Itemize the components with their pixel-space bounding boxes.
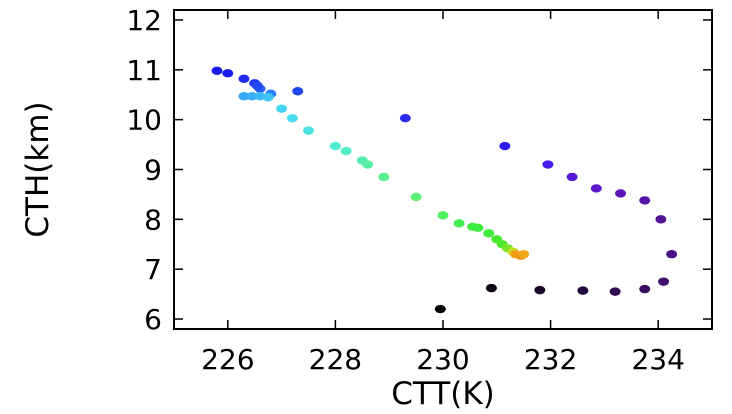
data-point [286, 113, 298, 123]
data-point [534, 285, 546, 295]
data-point [453, 219, 465, 228]
data-point [566, 172, 578, 182]
data-point [276, 104, 288, 113]
y-tick-label: 12 [126, 4, 162, 37]
data-point [655, 215, 667, 224]
x-axis-title: CTT(K) [391, 376, 495, 412]
data-point [577, 286, 589, 295]
data-point [472, 223, 484, 233]
data-point [590, 184, 602, 193]
data-point [639, 196, 651, 205]
data-point [254, 92, 266, 101]
data-point [362, 160, 374, 169]
y-tick-label: 11 [126, 54, 162, 87]
data-point [485, 283, 497, 293]
data-point [483, 229, 495, 238]
plot-frame [173, 9, 713, 330]
y-axis-title: CTH(km) [20, 101, 56, 237]
x-tick-label: 234 [631, 343, 684, 376]
data-point [262, 93, 274, 102]
data-point [434, 304, 446, 314]
data-point [340, 146, 352, 156]
data-point [292, 87, 304, 96]
data-point [437, 211, 449, 220]
y-tick-label: 8 [144, 203, 162, 236]
data-point [238, 74, 250, 83]
points-layer [211, 66, 678, 314]
ticks-layer: 226 228 230 232 234 6 7 8 9 10 11 12 [126, 4, 712, 376]
x-tick-label: 232 [524, 343, 577, 376]
data-point [639, 284, 651, 294]
data-point [410, 192, 422, 202]
data-point [329, 141, 341, 151]
x-tick-label: 228 [309, 343, 362, 376]
data-point [542, 160, 554, 169]
data-point [518, 250, 530, 259]
data-point [378, 172, 390, 182]
data-point [399, 113, 411, 123]
data-point [615, 189, 627, 198]
y-tick-label: 9 [144, 154, 162, 187]
data-point [251, 81, 263, 90]
y-tick-label: 6 [144, 303, 162, 336]
data-point [609, 287, 621, 296]
data-point [211, 66, 223, 76]
data-point [222, 69, 234, 78]
y-tick-label: 7 [144, 253, 162, 286]
x-tick-label: 230 [416, 343, 469, 376]
data-point [303, 126, 314, 135]
data-point [246, 92, 258, 101]
data-point [666, 250, 678, 259]
data-point [499, 141, 511, 151]
x-tick-label: 226 [201, 343, 254, 376]
data-point [238, 92, 250, 101]
y-tick-label: 10 [126, 104, 162, 137]
data-point [658, 277, 670, 286]
